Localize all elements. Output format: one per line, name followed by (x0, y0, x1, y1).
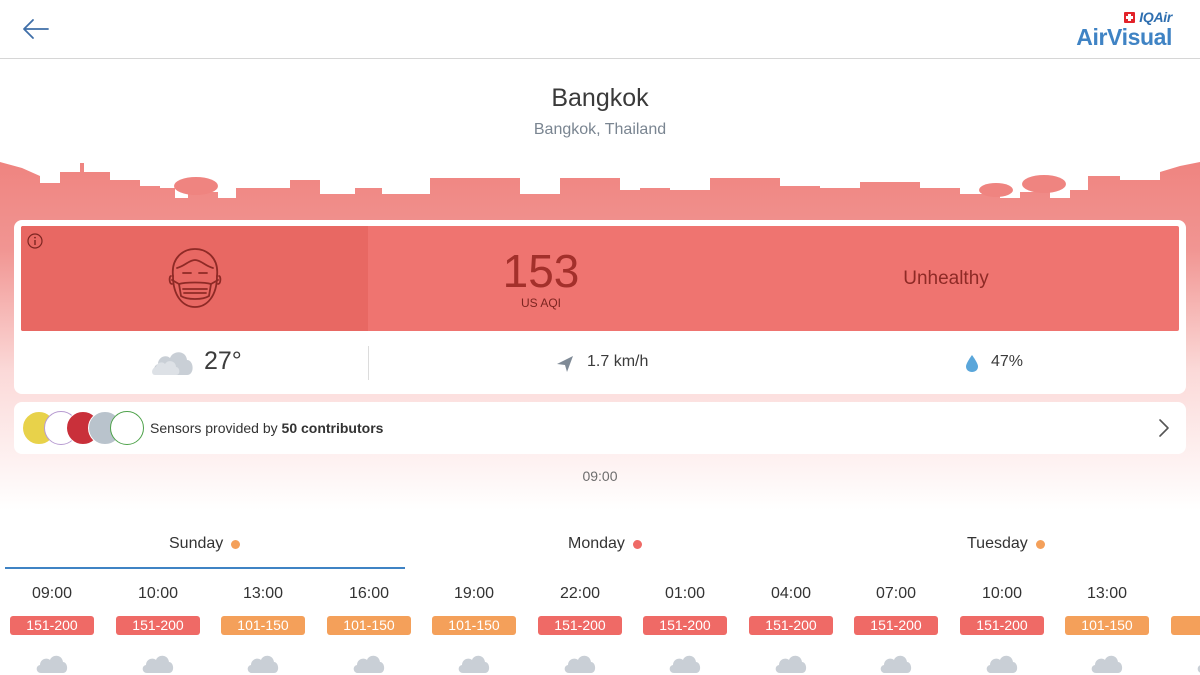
brand-top-text: IQAir (1139, 9, 1172, 25)
cloud-icon (247, 655, 279, 673)
cloud-icon (458, 655, 490, 673)
forecast-hour: 13:00 (1086, 585, 1128, 602)
cloud-icon (775, 655, 807, 673)
cloud-icon (1091, 655, 1123, 673)
forecast-hour: 16:00 (348, 585, 390, 602)
cloud-icon (669, 655, 701, 673)
masked-face-icon (168, 248, 222, 308)
cloud-icon (353, 655, 385, 673)
tab-monday[interactable]: Monday (568, 535, 642, 553)
forecast-hour: 09:00 (31, 585, 73, 602)
contributors-text: Sensors provided by 50 contributors (150, 420, 384, 436)
forecast-hour: 19:00 (453, 585, 495, 602)
aqi-card: 153 US AQI Unhealthy 27° 1.7 km/h 47% (14, 220, 1186, 394)
tab-tuesday[interactable]: Tuesday (967, 535, 1045, 553)
forecast-aqi-range: 101-150 (221, 616, 305, 635)
active-tab-underline (5, 567, 405, 569)
contributors-count: 50 contributors (281, 420, 384, 436)
forecast-aqi-range: 151-200 (116, 616, 200, 635)
forecast-aqi-range: 101-150 (327, 616, 411, 635)
forecast-aqi-range: 101-150 (432, 616, 516, 635)
chevron-right-icon (1159, 419, 1169, 437)
humidity: 47% (991, 353, 1024, 370)
cloud-icon (1197, 665, 1200, 673)
day-status-dot (231, 539, 241, 549)
swiss-flag-icon (1124, 11, 1136, 23)
forecast-hour: 07:00 (875, 585, 917, 602)
wind-speed: 1.7 km/h (587, 353, 649, 370)
day-status-dot (1035, 539, 1045, 549)
forecast-aqi-range: 10 (1171, 616, 1200, 635)
forecast-aqi-range: 101-150 (1065, 616, 1149, 635)
forecast-hour: 13:00 (242, 585, 284, 602)
aqi-banner: 153 US AQI Unhealthy (21, 226, 1179, 331)
current-time: 09:00 (582, 468, 618, 484)
day-label: Sunday (169, 535, 224, 552)
forecast-aqi-range: 151-200 (10, 616, 94, 635)
cloud-icon (564, 655, 596, 673)
cloud-icon (986, 655, 1018, 673)
forecast-aqi-range: 151-200 (538, 616, 622, 635)
temperature: 27° (204, 347, 242, 375)
contributor-avatar (110, 411, 144, 445)
aqi-value: 153 (502, 245, 580, 297)
arrow-left-icon[interactable] (18, 14, 54, 44)
brand-logo: IQAir AirVisual (1062, 9, 1172, 53)
cloud-icon (36, 655, 68, 673)
forecast-aqi-range: 151-200 (749, 616, 833, 635)
day-label: Tuesday (967, 535, 1028, 552)
weather-divider (368, 346, 369, 380)
wind-direction-icon (557, 356, 573, 372)
aqi-unit: US AQI (520, 296, 561, 310)
forecast-aqi-range: 151-200 (854, 616, 938, 635)
weather-row: 27° 1.7 km/h 47% (14, 338, 1186, 386)
cloud-icon (152, 352, 193, 375)
day-status-dot (632, 539, 642, 549)
city-name: Bangkok (551, 84, 649, 112)
region-name: Bangkok, Thailand (533, 121, 667, 138)
cloud-icon (880, 655, 912, 673)
contributor-avatars (22, 411, 144, 445)
top-bar: IQAir AirVisual (0, 0, 1200, 59)
aqi-status: Unhealthy (903, 268, 989, 289)
forecast-hour: 04:00 (770, 585, 812, 602)
forecast-aqi-range: 151-200 (960, 616, 1044, 635)
face-panel (21, 226, 368, 331)
cloud-icon (142, 655, 174, 673)
humidity-drop-icon (966, 355, 978, 372)
forecast-hour: 1 (1171, 585, 1200, 603)
forecast-hour: 01:00 (664, 585, 706, 602)
forecast-hour: 22:00 (559, 585, 601, 602)
brand-name: AirVisual (1076, 24, 1172, 50)
forecast-aqi-range: 151-200 (643, 616, 727, 635)
contributors-card[interactable]: Sensors provided by 50 contributors (14, 402, 1186, 454)
day-label: Monday (568, 535, 625, 552)
forecast-hour: 10:00 (981, 585, 1023, 602)
forecast-hour: 10:00 (137, 585, 179, 602)
tab-sunday[interactable]: Sunday (169, 535, 241, 553)
info-icon[interactable] (27, 233, 43, 249)
